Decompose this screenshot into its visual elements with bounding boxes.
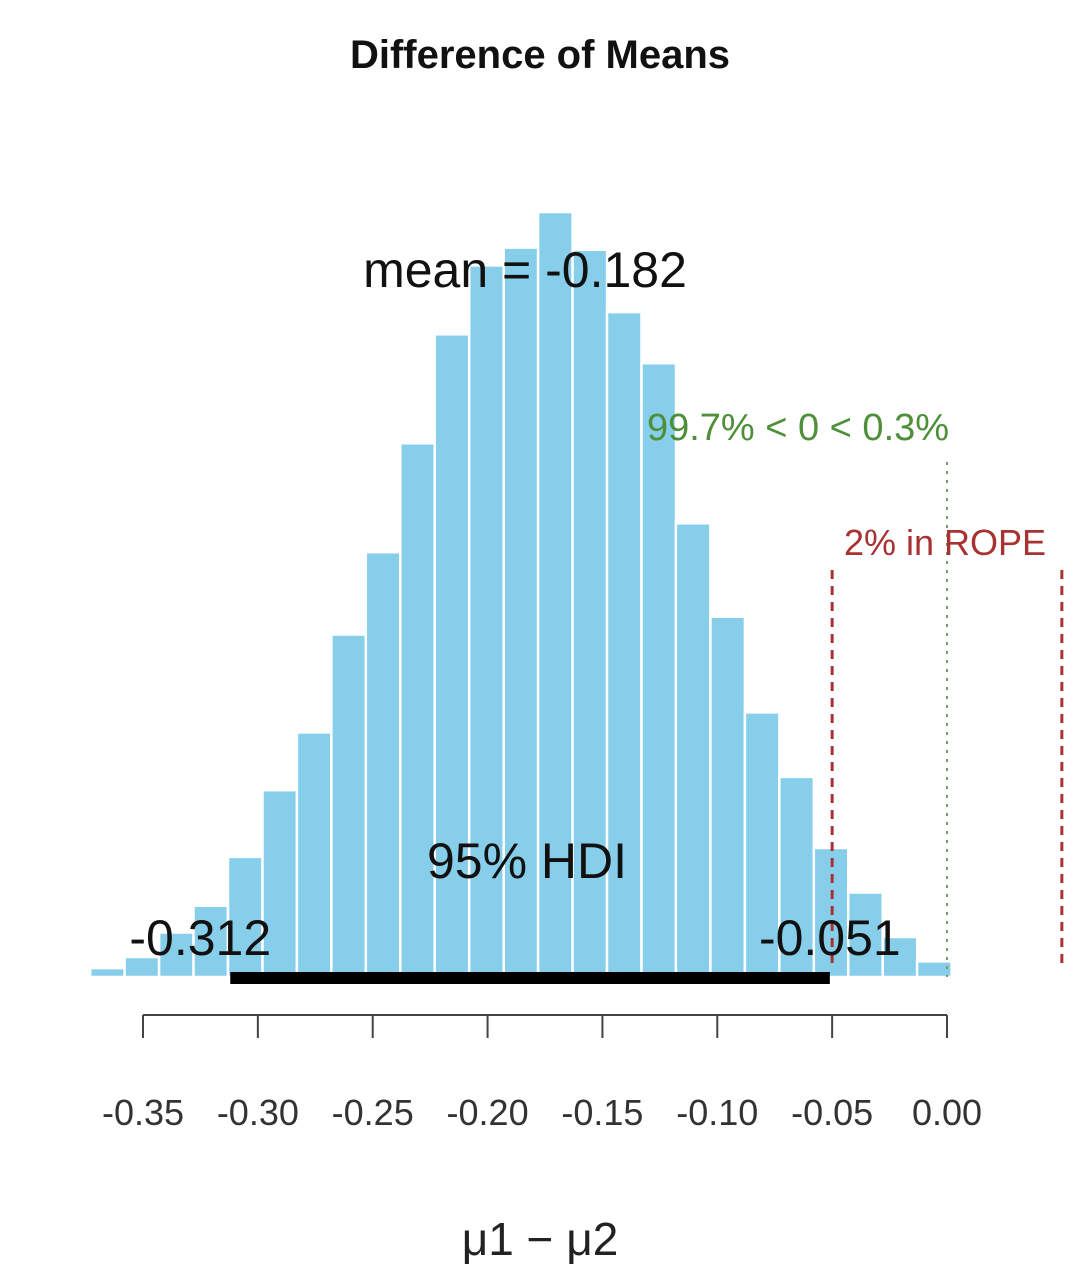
- x-axis: -0.35 -0.30 -0.25 -0.20 -0.15 -0.10 -0.05 0.00: [102, 1014, 982, 1133]
- histogram-bar: [330, 633, 368, 979]
- x-tick-label: -0.15: [561, 1092, 643, 1133]
- histogram-bar: [846, 891, 884, 979]
- x-axis-label: μ1 − μ2: [462, 1213, 619, 1265]
- x-tick-label: 0.00: [912, 1092, 982, 1133]
- histogram-bar: [881, 935, 919, 979]
- histogram-bar: [605, 310, 643, 979]
- histogram-bars: [88, 210, 953, 979]
- histogram-bar: [743, 711, 781, 979]
- histogram-bar: [157, 931, 195, 979]
- histogram-bar: [915, 960, 953, 979]
- histogram-bar: [467, 264, 505, 979]
- x-tick-label: -0.30: [217, 1092, 299, 1133]
- histogram-bar: [295, 731, 333, 979]
- histogram-bar: [399, 442, 437, 979]
- mean-label: mean = -0.182: [363, 242, 687, 298]
- hdi-high-label: -0.051: [759, 910, 901, 966]
- hdi-label: 95% HDI: [427, 833, 627, 889]
- x-tick-label: -0.05: [791, 1092, 873, 1133]
- x-tick-label: -0.10: [676, 1092, 758, 1133]
- x-tick-label: -0.25: [332, 1092, 414, 1133]
- histogram-bar: [674, 522, 712, 979]
- hdi-low-label: -0.312: [129, 910, 271, 966]
- histogram-bar: [709, 615, 747, 979]
- x-tick-label: -0.20: [447, 1092, 529, 1133]
- chart-annotations: -0.312 -0.051: [129, 462, 1064, 984]
- chart-title: Difference of Means: [350, 33, 730, 77]
- histogram-bar: [640, 361, 678, 979]
- histogram-bar: [88, 966, 126, 979]
- x-tick-label: -0.35: [102, 1092, 184, 1133]
- rope-label: 2% in ROPE: [844, 522, 1046, 563]
- histogram-bar: [536, 210, 574, 979]
- histogram-bar: [778, 775, 816, 979]
- comp-value-label: 99.7% < 0 < 0.3%: [647, 407, 949, 449]
- histogram-bar: [364, 550, 402, 979]
